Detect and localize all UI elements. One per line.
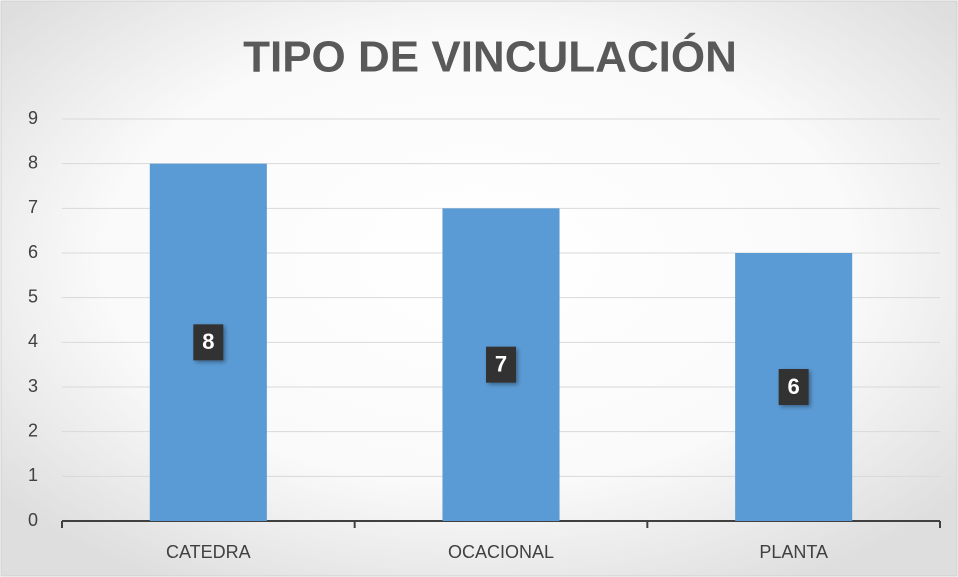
y-tick-label: 8 (28, 152, 38, 172)
x-tick-label: PLANTA (759, 542, 828, 562)
data-label: 6 (788, 374, 800, 399)
data-label: 8 (202, 329, 214, 354)
data-label-box (778, 369, 809, 405)
y-tick-label: 0 (28, 510, 38, 530)
y-tick-label: 6 (28, 242, 38, 262)
y-tick-label: 2 (28, 420, 38, 440)
chart-title: TIPO DE VINCULACIÓN (243, 32, 737, 82)
y-tick-label: 9 (28, 108, 38, 128)
data-label-box (193, 324, 224, 361)
y-tick-label: 7 (28, 197, 38, 217)
y-tick-label: 5 (28, 286, 38, 306)
y-tick-label: 1 (28, 465, 38, 485)
data-label: 7 (495, 351, 507, 376)
data-label-box (486, 346, 516, 383)
y-tick-label: 3 (28, 376, 38, 396)
x-tick-label: CATEDRA (166, 542, 251, 562)
y-tick-label: 4 (28, 331, 38, 351)
x-tick-label: OCACIONAL (448, 542, 554, 562)
